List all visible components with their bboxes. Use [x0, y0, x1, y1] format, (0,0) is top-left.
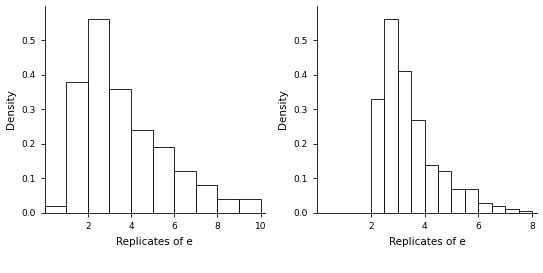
X-axis label: Replicates of e: Replicates of e	[116, 236, 193, 247]
Bar	[397, 71, 411, 213]
Y-axis label: Density: Density	[5, 89, 16, 129]
Bar	[465, 189, 478, 213]
Bar	[411, 120, 425, 213]
Bar	[425, 165, 438, 213]
Bar	[478, 203, 492, 213]
Bar	[384, 19, 397, 213]
Bar	[153, 147, 174, 213]
Bar	[505, 209, 519, 213]
Bar	[45, 206, 66, 213]
Bar	[196, 185, 217, 213]
Bar	[217, 199, 239, 213]
Bar	[239, 199, 261, 213]
Bar	[492, 206, 505, 213]
Bar	[109, 88, 131, 213]
Bar	[66, 82, 88, 213]
Bar	[438, 171, 451, 213]
X-axis label: Replicates of e: Replicates of e	[389, 236, 465, 247]
Bar	[131, 130, 153, 213]
Y-axis label: Density: Density	[278, 89, 288, 129]
Bar	[451, 189, 465, 213]
Bar	[371, 99, 384, 213]
Bar	[88, 19, 109, 213]
Bar	[519, 211, 532, 213]
Bar	[174, 171, 196, 213]
